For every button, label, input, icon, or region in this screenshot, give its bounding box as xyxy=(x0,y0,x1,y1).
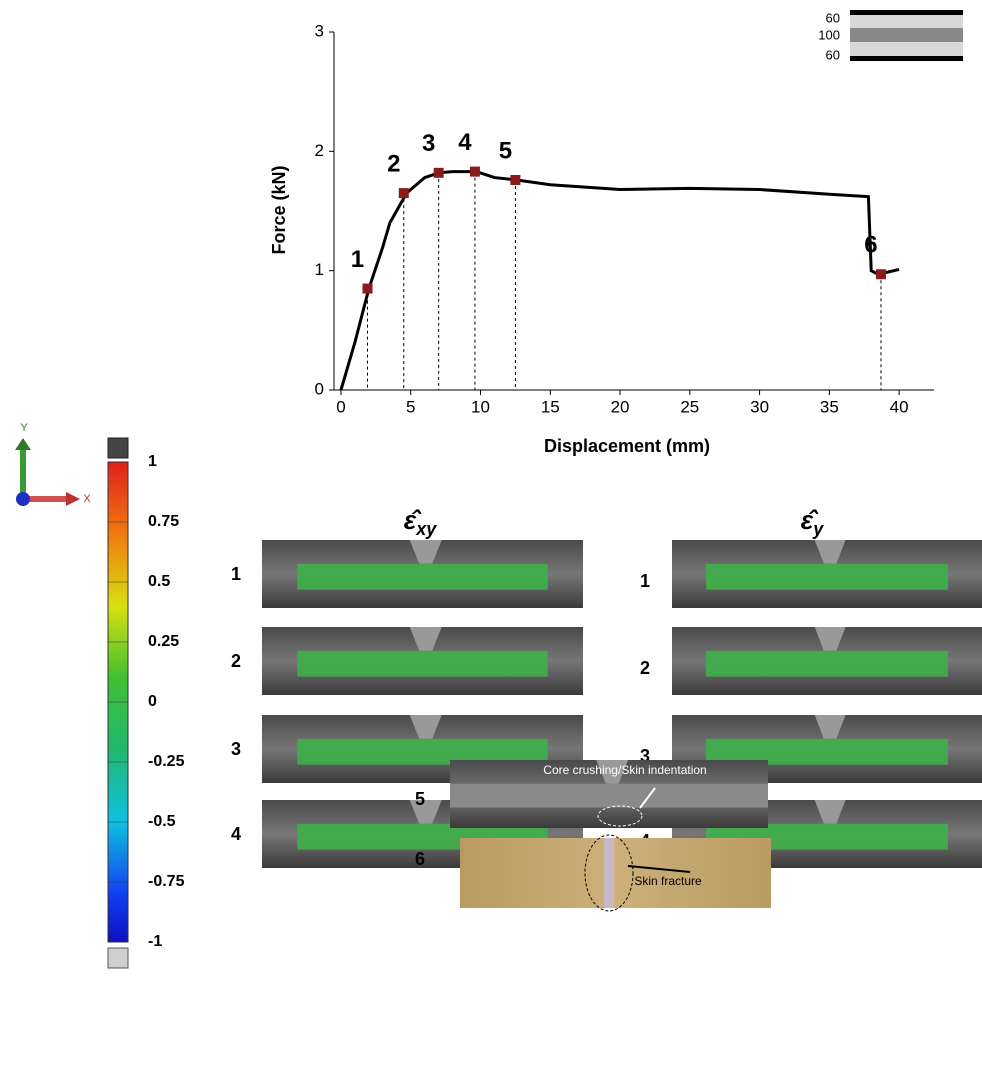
loading-pin xyxy=(814,800,846,824)
colorbar-over xyxy=(107,437,129,459)
colorbar-label: 0.5 xyxy=(148,573,170,590)
highlight xyxy=(597,805,643,827)
pointer xyxy=(627,865,691,873)
y-axis-label: Force (kN) xyxy=(269,165,289,254)
row-label: 6 xyxy=(415,849,425,869)
colorbar-label: -1 xyxy=(148,933,162,950)
point-marker xyxy=(398,188,409,199)
fracture-band xyxy=(604,838,614,908)
strain-field xyxy=(297,563,548,590)
layer xyxy=(850,56,963,61)
y-tick-label: 1 xyxy=(315,260,324,279)
loading-pin xyxy=(596,760,629,784)
x-tick-label: 20 xyxy=(611,397,630,416)
loading-pin xyxy=(814,540,846,564)
point-marker xyxy=(433,167,444,178)
strain-field xyxy=(297,650,548,677)
row-label: 5 xyxy=(415,789,425,809)
loading-pin xyxy=(814,627,846,651)
skin-photo xyxy=(460,838,771,908)
layer xyxy=(850,15,963,28)
row-label: 2 xyxy=(231,651,241,671)
point-label: 5 xyxy=(499,137,512,164)
y-tick-label: 2 xyxy=(315,141,324,160)
highlight xyxy=(584,834,634,912)
layer xyxy=(850,10,963,15)
axis-letter: X xyxy=(83,493,91,505)
x-arrow-head xyxy=(66,492,80,506)
colorbar-label: -0.75 xyxy=(148,873,185,890)
loading-pin xyxy=(814,715,846,739)
x-tick-label: 15 xyxy=(541,397,560,416)
loading-pin xyxy=(409,715,442,739)
layer-label: 60 xyxy=(826,10,840,25)
point-label: 3 xyxy=(422,130,435,157)
x-tick-label: 30 xyxy=(750,397,769,416)
colorbar-label: 1 xyxy=(148,453,157,470)
axes-icon: Y X xyxy=(15,422,91,506)
layer xyxy=(850,42,963,56)
subscript: xy xyxy=(415,519,437,539)
pointer xyxy=(639,787,656,809)
x-arrow xyxy=(23,496,68,502)
layer-label: 60 xyxy=(826,47,840,62)
row-label: 1 xyxy=(640,571,650,591)
point-marker xyxy=(469,166,480,177)
point-marker xyxy=(875,269,886,280)
row-label: 3 xyxy=(231,739,241,759)
panel-title: ε̂xy xyxy=(404,505,437,539)
y-arrow-head xyxy=(15,438,31,450)
strain-field xyxy=(706,563,948,590)
x-tick-label: 40 xyxy=(890,397,909,416)
axis-letter: Y xyxy=(20,422,28,434)
colorbar-label: 0.25 xyxy=(148,633,179,650)
layer xyxy=(850,28,963,42)
colorbar-label: 0.75 xyxy=(148,513,179,530)
y-tick-label: 0 xyxy=(315,379,324,398)
force-curve xyxy=(339,170,900,391)
point-label: 4 xyxy=(458,129,472,156)
row-label: 2 xyxy=(640,658,650,678)
row-label: 4 xyxy=(231,824,241,844)
colorbar-label: 0 xyxy=(148,693,157,710)
row-label: 1 xyxy=(231,564,241,584)
point-marker xyxy=(362,283,373,294)
point-label: 1 xyxy=(351,246,364,273)
colorbar-label: -0.5 xyxy=(148,813,176,830)
annotation: Skin fracture xyxy=(634,874,702,888)
y-tick-label: 3 xyxy=(315,21,324,40)
layup-legend: 60 100 60 xyxy=(818,10,963,62)
layer-label: 100 xyxy=(818,27,840,42)
x-tick-label: 35 xyxy=(820,397,839,416)
annotation: Core crushing/Skin indentation xyxy=(543,763,706,777)
subscript: y xyxy=(812,519,824,539)
x-tick-label: 10 xyxy=(471,397,490,416)
specimen xyxy=(450,783,768,808)
x-axis-label: Displacement (mm) xyxy=(544,436,710,456)
x-tick-label: 25 xyxy=(680,397,699,416)
x-tick-label: 0 xyxy=(336,397,345,416)
origin xyxy=(16,492,30,506)
loading-pin xyxy=(409,800,442,824)
colorbar-under xyxy=(107,947,129,969)
point-label: 2 xyxy=(387,150,400,177)
y-arrow xyxy=(20,448,26,496)
colorbar-label: -0.25 xyxy=(148,753,185,770)
panel-title: ε̂y xyxy=(801,505,824,539)
row-label: 3 xyxy=(640,746,650,766)
loading-pin xyxy=(409,540,442,564)
loading-pin xyxy=(409,627,442,651)
x-tick-label: 5 xyxy=(406,397,415,416)
point-marker xyxy=(510,174,521,185)
point-label: 6 xyxy=(864,232,877,259)
strain-field xyxy=(706,650,948,677)
